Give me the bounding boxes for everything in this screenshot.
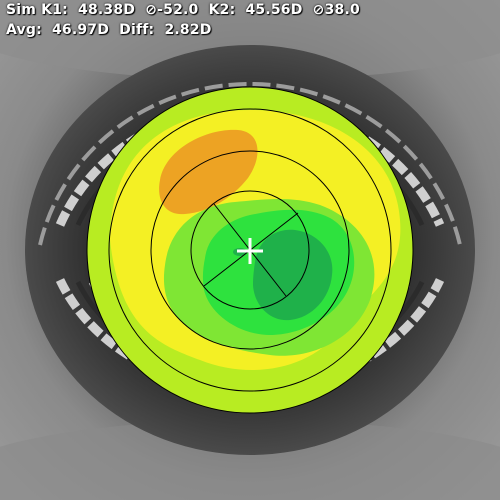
ring-2 <box>150 150 350 350</box>
upper-skin-fold <box>0 0 500 80</box>
keratometry-readout-line-1: Sim K1: 48.38D ⊘-52.0 K2: 45.56D ⊘38.0 <box>6 2 365 18</box>
k2-value: 45.56D <box>245 2 303 18</box>
ring-3 <box>108 108 392 392</box>
k2-label: K2: <box>208 2 236 18</box>
measurement-rings <box>86 86 414 414</box>
sim-k1-label: Sim K1: <box>6 2 68 18</box>
diff-value: 2.82D <box>164 22 212 38</box>
diff-label: Diff: <box>119 22 155 38</box>
lower-skin-fold <box>0 420 500 500</box>
ring-outer <box>86 86 414 414</box>
center-reticle <box>237 238 263 264</box>
sim-k1-value: 48.38D <box>78 2 136 18</box>
keratometry-readout-line-2: Avg: 46.97D Diff: 2.82D <box>6 22 217 38</box>
ring-1 <box>190 190 310 310</box>
k2-axis-value: ⊘38.0 <box>312 2 360 18</box>
avg-label: Avg: <box>6 22 42 38</box>
k1-axis-value: ⊘-52.0 <box>145 2 199 18</box>
avg-value: 46.97D <box>51 22 110 38</box>
